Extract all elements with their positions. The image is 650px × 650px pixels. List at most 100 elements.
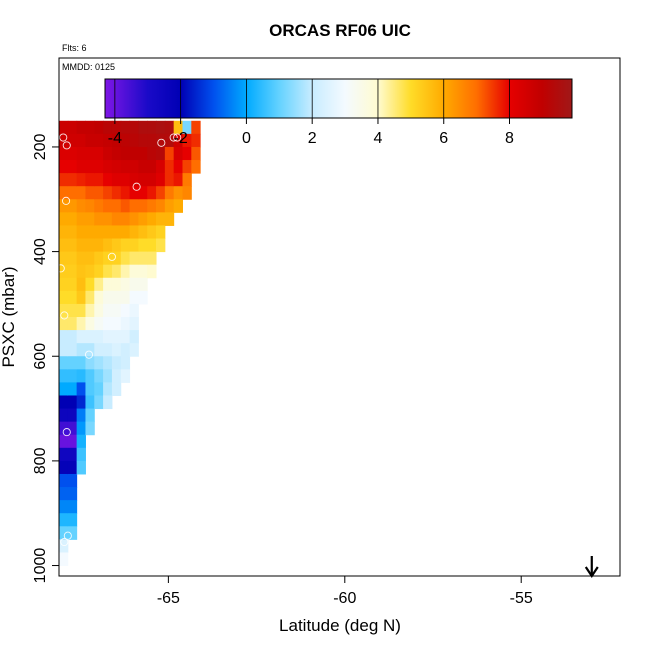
heatmap-cell bbox=[94, 264, 104, 279]
heatmap-cell bbox=[138, 212, 148, 226]
heatmap-cell bbox=[182, 173, 192, 187]
heatmap-cell bbox=[103, 212, 113, 226]
heatmap-cell bbox=[85, 212, 95, 226]
heatmap-cell bbox=[94, 212, 104, 226]
heatmap-cell bbox=[85, 421, 95, 436]
heatmap-cell bbox=[59, 277, 69, 292]
x-axis: -65 -60 -55 bbox=[157, 576, 533, 607]
heatmap-cell bbox=[59, 513, 69, 527]
heatmap-cell bbox=[111, 212, 122, 226]
heatmap-cell bbox=[59, 317, 69, 331]
heatmap-cell bbox=[103, 290, 113, 305]
heatmap-cell bbox=[85, 186, 95, 200]
heatmap-cell bbox=[67, 369, 78, 383]
heatmap-cell bbox=[67, 447, 78, 462]
heatmap-cell bbox=[85, 330, 95, 344]
heatmap-cell bbox=[191, 120, 201, 135]
heatmap-cell bbox=[103, 173, 113, 187]
heatmap-cell bbox=[67, 133, 78, 148]
heatmap-cell bbox=[76, 408, 86, 423]
heatmap-cell bbox=[67, 500, 78, 514]
heatmap-cell bbox=[59, 473, 69, 488]
heatmap-cell bbox=[76, 369, 86, 383]
x-tick-label: -65 bbox=[157, 590, 180, 607]
heatmap-cell bbox=[59, 199, 69, 213]
heatmap-cell bbox=[59, 186, 69, 200]
heatmap-cell bbox=[138, 186, 148, 200]
heatmap-cell bbox=[103, 356, 113, 370]
heatmap-cell bbox=[59, 460, 69, 475]
arrow-down-icon bbox=[584, 556, 599, 578]
heatmap-cell bbox=[85, 356, 95, 370]
heatmap-cell bbox=[59, 133, 69, 148]
heatmap-cell bbox=[129, 173, 139, 187]
heatmap-cell bbox=[59, 369, 69, 383]
heatmap-cell bbox=[59, 225, 69, 240]
heatmap-cell bbox=[111, 317, 122, 331]
colorbar-fill bbox=[105, 79, 572, 118]
heatmap-cell bbox=[129, 199, 139, 213]
sample-marker bbox=[169, 133, 178, 142]
heatmap-cell bbox=[85, 408, 95, 423]
heatmap-cell bbox=[120, 225, 131, 240]
heatmap-cell bbox=[67, 526, 78, 540]
heatmap-cell bbox=[94, 343, 104, 357]
heatmap-cell bbox=[103, 225, 113, 240]
heatmap-cell bbox=[76, 447, 86, 462]
colorbar-tick-label: 2 bbox=[308, 130, 317, 147]
heatmap-cell bbox=[129, 330, 139, 344]
heatmap-cell bbox=[129, 146, 139, 161]
heatmap-cell bbox=[103, 133, 113, 148]
sample-marker bbox=[107, 252, 116, 261]
heatmap-cell bbox=[59, 238, 69, 253]
heatmap-cell bbox=[138, 277, 148, 292]
heatmap-cell bbox=[67, 199, 78, 213]
heatmap-cell bbox=[103, 369, 113, 383]
heatmap-cell bbox=[94, 330, 104, 344]
heatmap-cell bbox=[85, 133, 95, 148]
heatmap-cell bbox=[138, 173, 148, 187]
heatmap-cell bbox=[111, 330, 122, 344]
heatmap-cell bbox=[94, 251, 104, 266]
heatmap-cell bbox=[138, 238, 148, 253]
heatmap-cell bbox=[111, 238, 122, 253]
heatmap-cell bbox=[59, 173, 69, 187]
heatmap-cell bbox=[76, 330, 86, 344]
heatmap-cell bbox=[147, 146, 157, 161]
sample-marker bbox=[59, 133, 68, 142]
heatmap-cell bbox=[173, 160, 183, 174]
heatmap-cell bbox=[147, 212, 157, 226]
heatmap-cell bbox=[67, 120, 78, 135]
heatmap-cell bbox=[147, 251, 157, 266]
heatmap-cell bbox=[76, 421, 86, 436]
heatmap-cell bbox=[173, 173, 183, 187]
heatmap-cell bbox=[164, 199, 175, 213]
heatmap-cell bbox=[182, 146, 192, 161]
heatmap-cell bbox=[76, 251, 86, 266]
heatmap-cell bbox=[59, 264, 69, 279]
heatmap-cell bbox=[103, 186, 113, 200]
colorbar-tick-label: -2 bbox=[174, 130, 188, 147]
sample-marker bbox=[157, 138, 166, 147]
colorbar: -4 -2 0 2 4 6 8 bbox=[104, 78, 573, 147]
heatmap-cell bbox=[129, 133, 139, 148]
heatmap-cell bbox=[129, 238, 139, 253]
heatmap-cell bbox=[94, 225, 104, 240]
heatmap-cell bbox=[147, 173, 157, 187]
heatmap-cell bbox=[59, 146, 69, 161]
heatmap-cell bbox=[129, 225, 139, 240]
heatmap-cell bbox=[67, 225, 78, 240]
heatmap-cell bbox=[156, 238, 166, 253]
sample-marker bbox=[60, 537, 69, 547]
heatmap-cell bbox=[103, 303, 113, 318]
heatmap-cell bbox=[120, 120, 131, 135]
heatmap-cell bbox=[94, 290, 104, 305]
heatmap-cell bbox=[76, 146, 86, 161]
heatmap-cell bbox=[103, 395, 113, 410]
heatmap-cell bbox=[85, 382, 95, 396]
heatmap-cell bbox=[59, 487, 69, 501]
colorbar-tick-label: -4 bbox=[108, 130, 122, 147]
heatmap-cell bbox=[191, 160, 201, 174]
sample-marker bbox=[84, 350, 94, 359]
heatmap-cell bbox=[156, 199, 166, 213]
